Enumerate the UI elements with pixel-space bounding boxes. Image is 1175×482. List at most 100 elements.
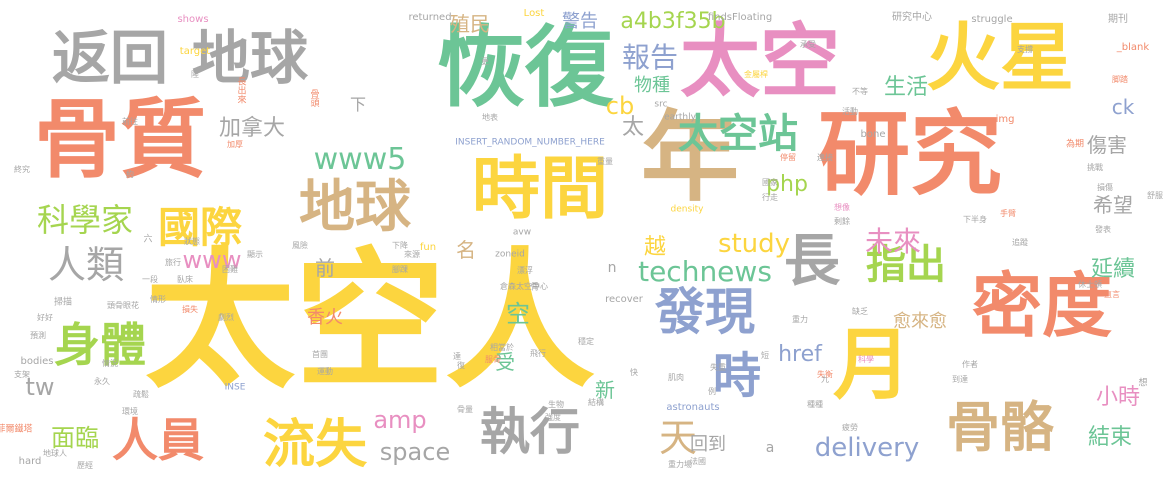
cloud-word: 未來 [864, 225, 922, 258]
cloud-word: 小時 [1095, 385, 1141, 410]
cloud-word: amp [373, 406, 427, 434]
cloud-word: 前往 [122, 117, 138, 126]
cloud-word: 掃描 [53, 297, 73, 308]
cloud-word: 支架 [14, 370, 30, 379]
cloud-word: delivery [814, 433, 920, 463]
cloud-word: 達 [453, 352, 461, 361]
cloud-word: 缺乏 [852, 307, 868, 316]
cloud-word: 地球人 [43, 449, 67, 458]
cloud-word: n [607, 260, 617, 276]
cloud-word: 狀態 [184, 237, 200, 246]
cloud-word: bodies [20, 356, 54, 367]
cloud-word: 損失 [182, 305, 198, 314]
cloud-word: hard [18, 456, 42, 467]
cloud-word: Lost [523, 8, 545, 19]
cloud-word: 劇烈 [218, 313, 234, 322]
cloud-word: 地球 [191, 24, 309, 92]
cloud-word: 休士頓 [1078, 280, 1102, 289]
cloud-word: 旅行 [165, 258, 181, 267]
cloud-word: 失衡 [817, 370, 833, 379]
cloud-word: 環境 [122, 407, 138, 416]
cloud-word: returned [408, 12, 452, 23]
cloud-word: 九 [821, 375, 829, 384]
cloud-word: 情形 [150, 295, 166, 304]
cloud-word: 重力場 [668, 460, 692, 469]
cloud-word: 執行 [480, 403, 580, 461]
cloud-word: 金屬桿 [744, 70, 768, 79]
cloud-word: 肌肉 [668, 373, 684, 382]
cloud-word: 密度 [972, 265, 1112, 347]
cloud-word: 指出 [866, 242, 946, 288]
cloud-word: technews [638, 255, 772, 288]
cloud-word: 情況 [102, 359, 118, 368]
cloud-word: 作者 [962, 360, 978, 369]
cloud-word: 國家 [762, 178, 778, 187]
cloud-word: 地球 [299, 175, 411, 240]
cloud-word: 風險 [292, 241, 308, 250]
cloud-word: www [182, 246, 242, 274]
cloud-word: 受 [495, 350, 515, 374]
cloud-word: earthly [664, 112, 696, 123]
cloud-word: target [179, 46, 211, 57]
cloud-word: 重力 [792, 315, 808, 324]
cloud-word: 加厚 [227, 140, 243, 149]
cloud-word: density [670, 204, 704, 215]
cloud-word: 手臂 [1000, 209, 1016, 218]
cloud-word: 人員 [112, 413, 204, 467]
cloud-word: 更 [481, 57, 489, 66]
cloud-word: 重量 [597, 157, 613, 166]
cloud-word: a [765, 440, 775, 456]
cloud-word: cb [605, 92, 635, 120]
cloud-word: 加拿大 [218, 116, 286, 141]
cloud-word: 時間 [471, 150, 609, 229]
cloud-word: 返回 [51, 24, 169, 92]
cloud-word: findsFloating [707, 12, 773, 23]
cloud-word: 行走 [762, 193, 778, 202]
cloud-word: 研究 [817, 101, 1003, 208]
cloud-word: 天 [658, 416, 698, 460]
cloud-word: 承受 [800, 40, 816, 49]
cloud-word: img [995, 114, 1015, 125]
cloud-word: 地表 [482, 113, 498, 122]
cloud-word: 不等 [852, 87, 868, 96]
cloud-word: 直言 [1104, 290, 1120, 299]
cloud-word: fun [419, 242, 437, 253]
cloud-word: 延續 [1090, 257, 1136, 282]
cloud-word: php [766, 172, 808, 197]
cloud-word: 火星 [926, 15, 1074, 101]
cloud-word: INSERT_RANDOM_NUMBER_HERE [455, 137, 605, 148]
cloud-word: 失重 [710, 363, 726, 372]
cloud-word: recover [605, 294, 643, 305]
cloud-word: 流失 [262, 415, 368, 475]
cloud-word: 骨頭 [308, 89, 319, 107]
cloud-word: 頭骨眼花 [107, 301, 139, 310]
cloud-word: 想 [1138, 378, 1148, 389]
cloud-word: 疲勞 [842, 423, 858, 432]
cloud-word: 月 [820, 323, 910, 401]
cloud-word: bone [860, 129, 886, 140]
cloud-word: 到達 [952, 375, 968, 384]
cloud-word: 物種 [634, 75, 670, 96]
cloud-word: 生物 [548, 400, 564, 409]
cloud-word: 支撐 [1017, 45, 1033, 54]
cloud-word: 報告 [621, 41, 679, 74]
cloud-word: ck [1111, 95, 1135, 119]
cloud-word: 時 [712, 348, 762, 404]
cloud-word: INSE [224, 382, 246, 393]
cloud-word: 科學 [858, 355, 874, 364]
cloud-word: 發現 [655, 283, 755, 341]
cloud-word: 下 [349, 95, 367, 114]
cloud-word: 好好 [37, 313, 53, 322]
cloud-word: 種種 [807, 400, 823, 409]
cloud-word: 飛行 [530, 349, 546, 358]
cloud-word: 科學家 [36, 201, 134, 239]
cloud-word: 一段 [142, 275, 158, 284]
cloud-word: 新 [595, 378, 615, 402]
cloud-word: 顯示 [247, 250, 263, 259]
cloud-word: 停留 [780, 153, 796, 162]
cloud-word: 身體 [54, 318, 146, 372]
cloud-word: 脚踏 [1112, 75, 1128, 84]
cloud-word: _blank [1116, 42, 1150, 53]
cloud-word: 下降 [392, 241, 408, 250]
cloud-word: 研究中心 [892, 12, 932, 23]
